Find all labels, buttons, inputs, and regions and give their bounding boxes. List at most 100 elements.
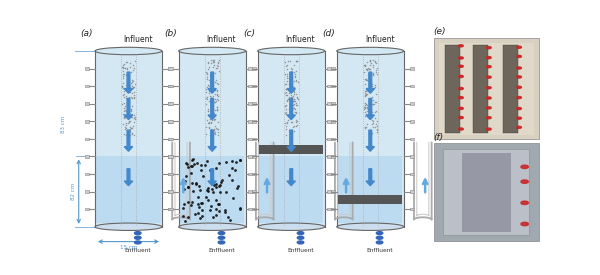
Point — [209, 117, 219, 122]
Point — [124, 120, 134, 124]
Point — [371, 69, 381, 74]
Point — [211, 71, 220, 75]
Point — [126, 115, 136, 120]
Point — [286, 131, 296, 136]
Circle shape — [376, 241, 383, 244]
Point — [120, 87, 130, 92]
Point — [202, 84, 212, 89]
Point — [125, 60, 135, 65]
Point — [125, 83, 135, 87]
Point — [208, 60, 218, 64]
Point — [182, 161, 191, 166]
Bar — [331, 155, 335, 158]
Circle shape — [218, 232, 225, 235]
Point — [360, 64, 370, 68]
Point — [119, 89, 129, 93]
Point — [207, 118, 217, 123]
Point — [291, 103, 301, 107]
Point — [362, 93, 371, 97]
Point — [367, 118, 376, 122]
Point — [370, 109, 379, 114]
Point — [127, 132, 137, 136]
Point — [118, 93, 128, 98]
Point — [207, 98, 217, 102]
Point — [214, 127, 223, 132]
Point — [130, 116, 139, 121]
Point — [205, 133, 215, 137]
Point — [283, 118, 293, 122]
Bar — [410, 155, 414, 158]
Point — [291, 78, 301, 83]
Point — [178, 206, 187, 210]
Point — [367, 84, 377, 88]
Point — [203, 108, 213, 113]
Point — [213, 98, 223, 102]
Point — [220, 208, 229, 212]
Point — [202, 95, 212, 99]
Point — [210, 88, 220, 93]
Circle shape — [458, 65, 463, 67]
Point — [290, 73, 300, 78]
Point — [284, 76, 293, 80]
Point — [365, 67, 375, 72]
Point — [179, 187, 189, 191]
Text: 83 cm: 83 cm — [61, 116, 66, 133]
Circle shape — [458, 128, 463, 130]
Point — [359, 70, 369, 74]
Point — [287, 95, 297, 99]
Point — [367, 73, 376, 77]
Point — [117, 65, 127, 70]
Point — [365, 110, 374, 114]
Point — [130, 65, 139, 70]
Point — [286, 80, 295, 84]
Point — [293, 79, 302, 84]
Point — [281, 72, 290, 76]
Point — [124, 119, 134, 123]
Point — [206, 96, 215, 101]
Text: Influent: Influent — [286, 35, 316, 44]
Point — [231, 160, 241, 164]
Point — [209, 62, 219, 67]
Point — [364, 131, 373, 136]
Point — [367, 122, 376, 126]
Point — [198, 174, 208, 178]
Point — [363, 66, 373, 70]
Text: (c): (c) — [244, 29, 256, 38]
Point — [280, 91, 290, 96]
Text: (b): (b) — [164, 29, 176, 38]
Point — [124, 80, 134, 84]
Point — [121, 126, 130, 131]
Point — [371, 92, 380, 96]
Point — [213, 82, 223, 87]
Point — [200, 162, 209, 167]
Point — [204, 78, 214, 82]
Point — [291, 92, 301, 96]
Point — [281, 107, 291, 111]
Bar — [326, 173, 331, 175]
Point — [289, 92, 299, 96]
Point — [281, 87, 291, 91]
Circle shape — [487, 87, 491, 89]
Point — [130, 94, 139, 99]
Point — [287, 94, 296, 99]
Circle shape — [458, 57, 463, 59]
FancyArrow shape — [287, 72, 295, 93]
Point — [370, 83, 379, 88]
Point — [281, 82, 291, 86]
Bar — [331, 85, 335, 87]
Point — [124, 85, 133, 90]
Point — [188, 188, 197, 193]
Bar — [248, 67, 252, 70]
Point — [366, 103, 376, 107]
Point — [229, 196, 238, 200]
Point — [202, 132, 211, 136]
Point — [365, 85, 374, 89]
Circle shape — [134, 236, 141, 239]
Point — [130, 82, 139, 86]
Point — [209, 183, 218, 188]
Point — [119, 69, 128, 73]
Bar — [410, 120, 414, 123]
Point — [281, 127, 291, 132]
Bar — [169, 120, 173, 123]
Point — [364, 67, 374, 71]
